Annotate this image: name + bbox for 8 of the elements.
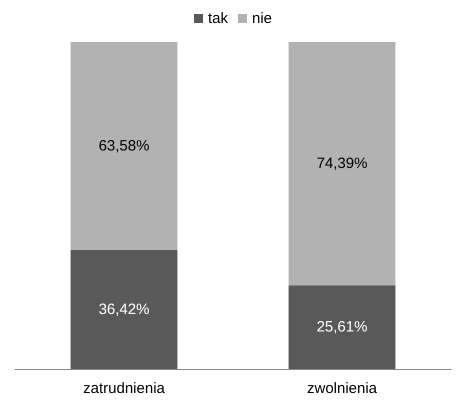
- legend-label: nie: [252, 10, 272, 27]
- x-tick-label: zatrudnienia: [83, 380, 166, 397]
- data-label: 25,61%: [316, 318, 368, 336]
- legend-label: tak: [208, 10, 228, 27]
- data-label: 63,58%: [98, 137, 150, 154]
- data-label: 74,39%: [316, 155, 368, 172]
- data-label: 36,42%: [98, 300, 150, 318]
- x-tick-label: zwolnienia: [306, 380, 378, 397]
